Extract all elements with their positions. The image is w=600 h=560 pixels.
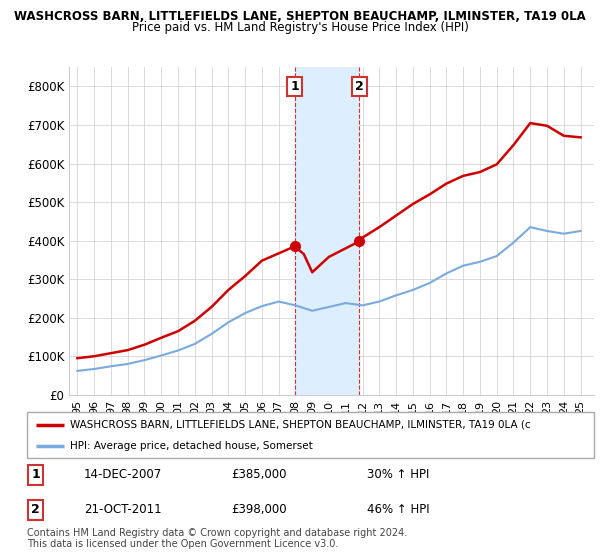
Text: 2: 2 (31, 503, 40, 516)
Text: 21-OCT-2011: 21-OCT-2011 (84, 503, 161, 516)
Text: WASHCROSS BARN, LITTLEFIELDS LANE, SHEPTON BEAUCHAMP, ILMINSTER, TA19 0LA: WASHCROSS BARN, LITTLEFIELDS LANE, SHEPT… (14, 10, 586, 22)
Text: £398,000: £398,000 (231, 503, 287, 516)
Text: 2: 2 (355, 80, 364, 93)
Bar (295, 67, 359, 395)
Text: Price paid vs. HM Land Registry's House Price Index (HPI): Price paid vs. HM Land Registry's House … (131, 21, 469, 34)
Text: 1: 1 (290, 80, 299, 93)
Text: 46% ↑ HPI: 46% ↑ HPI (367, 503, 430, 516)
Text: £385,000: £385,000 (231, 468, 287, 481)
Text: 14-DEC-2007: 14-DEC-2007 (84, 468, 162, 481)
Text: 30% ↑ HPI: 30% ↑ HPI (367, 468, 430, 481)
Text: HPI: Average price, detached house, Somerset: HPI: Average price, detached house, Some… (70, 441, 312, 451)
Text: 1: 1 (31, 468, 40, 481)
Text: Contains HM Land Registry data © Crown copyright and database right 2024.
This d: Contains HM Land Registry data © Crown c… (27, 528, 407, 549)
FancyBboxPatch shape (27, 412, 594, 458)
Text: WASHCROSS BARN, LITTLEFIELDS LANE, SHEPTON BEAUCHAMP, ILMINSTER, TA19 0LA (c: WASHCROSS BARN, LITTLEFIELDS LANE, SHEPT… (70, 419, 530, 430)
